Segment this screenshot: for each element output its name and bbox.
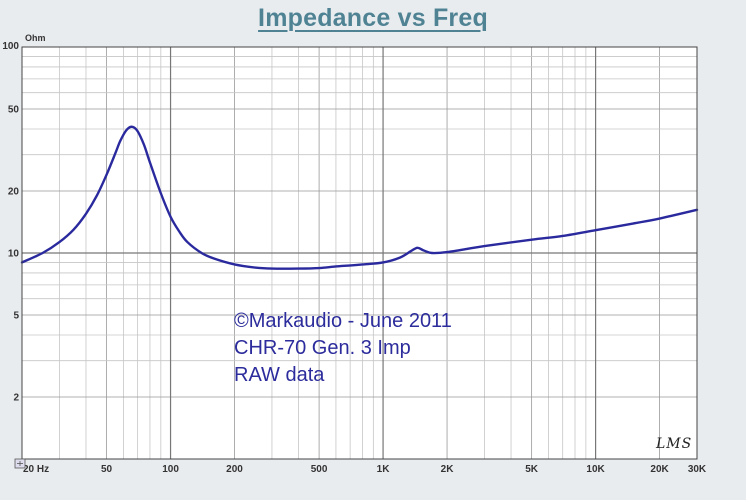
annotation-line-model: CHR-70 Gen. 3 Imp (234, 337, 411, 359)
y-tick-label: 100 (2, 41, 19, 52)
y-tick-label: 2 (13, 392, 19, 403)
x-tick-label: 20K (650, 464, 669, 475)
data-layer (20, 125, 699, 270)
x-tick-label: 500 (311, 464, 328, 475)
x-tick-label: 30K (688, 464, 707, 475)
lms-mark: LMS (656, 436, 693, 452)
tick-labels: 20 Hz 50 100 200 500 1K 2K 5K 10K 20K 30K 100 50 20 10… (2, 41, 707, 475)
x-tick-label: 5K (525, 464, 539, 475)
annotation-block: ©Markaudio - June 2011 CHR-70 Gen. 3 Imp… (234, 308, 452, 389)
x-tick-label: 200 (226, 464, 243, 475)
y-tick-label: 50 (8, 105, 20, 116)
y-tick-label: 10 (8, 249, 20, 260)
impedance-curve (20, 125, 699, 270)
y-tick-label: 20 (8, 186, 20, 197)
y-tick-label: 5 (13, 311, 19, 322)
annotation-line-copyright: ©Markaudio - June 2011 (234, 310, 452, 332)
annotation-line-raw: RAW data (234, 364, 325, 386)
x-tick-label: 10K (586, 464, 605, 475)
chart-title: Impedance vs Freq (258, 4, 488, 32)
grid-major (22, 47, 697, 459)
y-axis-unit-label: Ohm (25, 33, 46, 43)
x-tick-label: 2K (441, 464, 455, 475)
plot-frame (21, 46, 698, 460)
x-tick-label: 1K (377, 464, 391, 475)
x-tick-label: 100 (162, 464, 179, 475)
x-tick-label: 50 (101, 464, 113, 475)
x-tick-label: 20 Hz (23, 464, 49, 475)
corner-icon (14, 458, 26, 469)
